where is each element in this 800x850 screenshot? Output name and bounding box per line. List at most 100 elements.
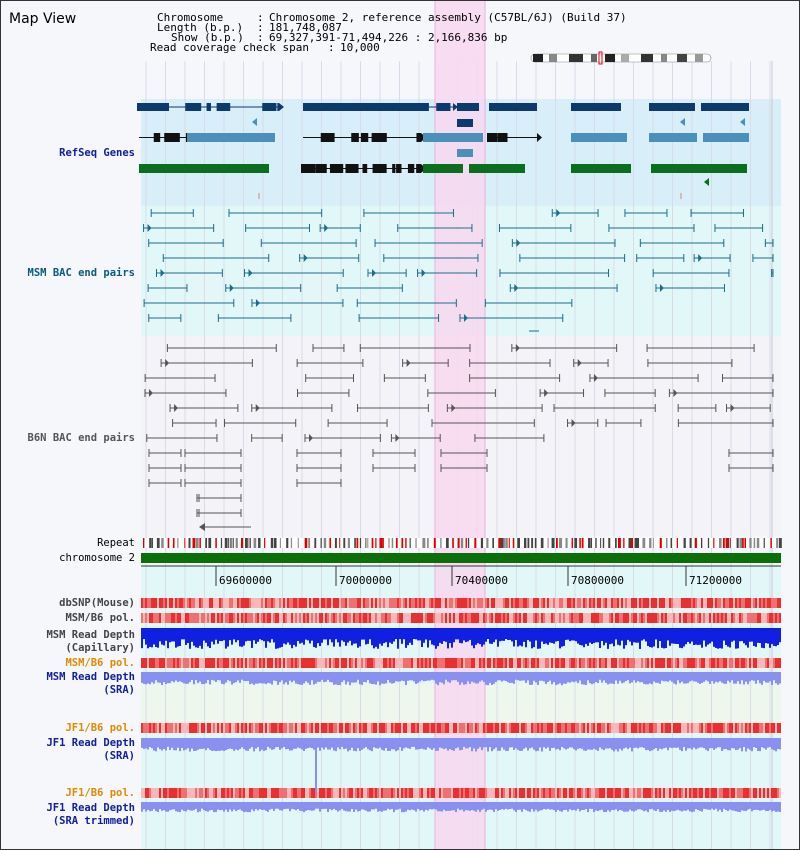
heatmap-cell	[393, 788, 395, 798]
depth-bar	[499, 628, 501, 642]
heatmap-cell	[653, 658, 655, 668]
depth-bar	[187, 672, 189, 684]
heatmap-cell	[625, 723, 627, 733]
track-label-jf1-b6-pol[interactable]: JF1/B6 pol.	[65, 722, 135, 734]
depth-bar	[559, 628, 561, 649]
heatmap-cell	[507, 723, 509, 733]
heatmap-cell	[393, 598, 395, 608]
depth-bar	[651, 672, 653, 685]
repeat-mark	[253, 538, 257, 548]
depth-bar	[349, 672, 351, 686]
heatmap-cell	[701, 788, 703, 798]
depth-bar	[469, 628, 471, 640]
track-label-jf1-depth-trim[interactable]: JF1 Read Depth	[46, 802, 135, 814]
heatmap-cell	[197, 613, 199, 623]
depth-bar	[727, 628, 729, 647]
depth-bar	[389, 802, 391, 810]
depth-bar	[509, 802, 511, 809]
depth-bar	[697, 802, 699, 810]
track-label-jf1-b6-pol-2[interactable]: JF1/B6 pol.	[65, 787, 135, 799]
depth-bar	[551, 672, 553, 685]
heatmap-cell	[383, 723, 385, 733]
heatmap-cell	[739, 788, 741, 798]
heatmap-cell	[149, 658, 151, 668]
heatmap-cell	[749, 598, 751, 608]
heatmap-cell	[677, 658, 679, 668]
track-label-b6n-bac[interactable]: B6N BAC end pairs	[27, 432, 135, 444]
track-label-msm-depth-sra[interactable]: MSM Read Depth	[46, 671, 135, 683]
depth-bar	[197, 738, 199, 750]
depth-bar	[527, 738, 529, 751]
repeat-mark	[409, 538, 411, 548]
heatmap-cell	[439, 598, 441, 608]
heatmap-cell	[249, 658, 251, 668]
depth-bar	[181, 672, 183, 683]
track-label-msm-b6-pol-2[interactable]: MSM/B6 pol.	[65, 657, 135, 669]
heatmap-cell	[627, 613, 629, 623]
heatmap-cell	[687, 658, 689, 668]
repeat-mark	[744, 538, 746, 548]
heatmap-cell	[685, 613, 687, 623]
heatmap-cell	[329, 788, 331, 798]
bac-arrow	[577, 359, 582, 367]
repeat-mark	[405, 538, 407, 548]
heatmap-cell	[463, 598, 465, 608]
depth-bar	[699, 802, 701, 811]
track-label-refseq[interactable]: RefSeq Genes	[59, 147, 135, 159]
repeat-mark	[531, 538, 534, 548]
gene-block	[489, 103, 537, 111]
heatmap-cell	[525, 613, 527, 623]
depth-bar	[333, 802, 335, 809]
depth-bar	[727, 802, 729, 812]
heatmap-cell	[485, 613, 487, 623]
heatmap-cell	[227, 788, 229, 798]
depth-bar	[437, 628, 439, 647]
track-label-msm-b6-pol[interactable]: MSM/B6 pol.	[65, 612, 135, 624]
heatmap-cell	[689, 613, 691, 623]
heatmap-cell	[537, 598, 539, 608]
track-label-chromosome[interactable]: chromosome 2	[59, 552, 135, 564]
track-label-repeat[interactable]: Repeat	[97, 537, 135, 549]
depth-bar	[653, 628, 655, 647]
depth-bar	[257, 628, 259, 642]
depth-bar	[329, 738, 331, 750]
track-label-jf1-depth-sra[interactable]: JF1 Read Depth	[46, 737, 135, 749]
depth-bar	[215, 672, 217, 682]
heatmap-cell	[165, 723, 167, 733]
depth-bar	[309, 628, 311, 644]
heatmap-cell	[237, 658, 239, 668]
depth-bar	[501, 738, 503, 748]
depth-bar	[681, 628, 683, 649]
track-label-msm-depth-cap[interactable]: MSM Read Depth	[46, 629, 135, 641]
heatmap-cell	[743, 613, 745, 623]
heatmap-cell	[381, 658, 383, 668]
heatmap-cell	[551, 788, 553, 798]
depth-bar	[571, 628, 573, 641]
heatmap-cell	[757, 723, 759, 733]
depth-bar	[427, 672, 429, 681]
depth-bar	[775, 738, 777, 752]
track-label-dbsnp[interactable]: dbSNP(Mouse)	[59, 597, 135, 609]
depth-bar	[623, 738, 625, 749]
heatmap-cell	[481, 723, 483, 733]
heatmap-cell	[245, 598, 247, 608]
depth-bar	[651, 802, 653, 809]
heatmap-cell	[407, 613, 409, 623]
depth-bar	[591, 738, 593, 750]
depth-bar	[231, 738, 233, 749]
depth-bar	[285, 738, 287, 750]
depth-bar	[207, 672, 209, 680]
heatmap-cell	[741, 723, 743, 733]
depth-bar	[565, 672, 567, 684]
track-label-msm-bac[interactable]: MSM BAC end pairs	[27, 267, 135, 279]
repeat-mark	[512, 538, 515, 548]
heatmap-cell	[505, 658, 507, 668]
heatmap-cell	[145, 658, 147, 668]
heatmap-cell	[339, 723, 341, 733]
heatmap-cell	[453, 613, 455, 623]
depth-bar	[457, 738, 459, 748]
heatmap-cell	[229, 788, 231, 798]
heatmap-cell	[583, 613, 585, 623]
depth-bar	[401, 738, 403, 751]
